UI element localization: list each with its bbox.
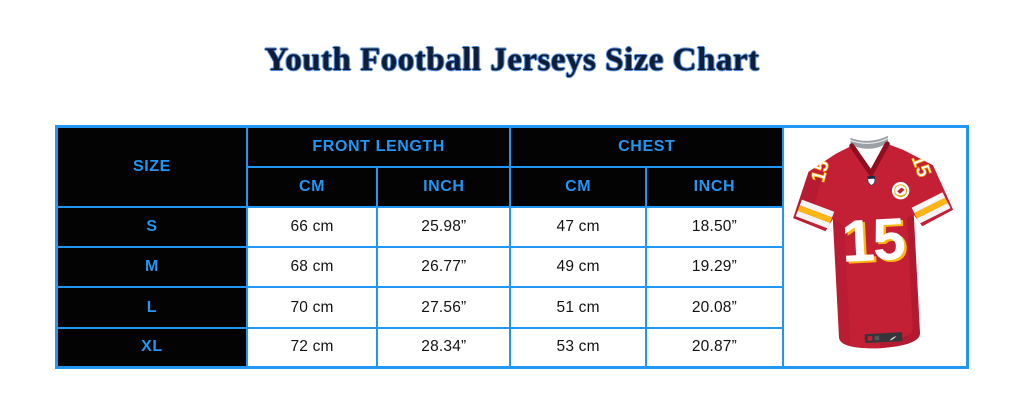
front-length-cm-value: 70 cm <box>245 286 379 329</box>
chest-number-shadow: 15 <box>842 207 908 277</box>
header-row-groups: SIZE FRONT LENGTH CHEST <box>55 125 969 369</box>
chest-cm-value: 49 cm <box>509 246 647 289</box>
chest-cm-value: 53 cm <box>509 326 647 369</box>
size-chart-table: SIZE FRONT LENGTH CHEST <box>55 125 969 370</box>
jersey-photo: 15 15 15 15 <box>785 129 965 366</box>
chest-inch-value: 20.87” <box>644 326 785 369</box>
page-title: Youth Football Jerseys Size Chart <box>264 42 760 78</box>
jocktag <box>864 332 903 344</box>
collar-back-line <box>850 138 889 145</box>
chest-inch-value: 18.50” <box>644 206 785 249</box>
size-label: L <box>55 286 248 329</box>
header-front-length: FRONT LENGTH <box>245 125 512 168</box>
front-length-inch-value: 27.56” <box>376 286 512 329</box>
nfl-shield-icon <box>867 176 876 186</box>
jersey-product-image-cell: 15 15 15 15 <box>782 125 969 369</box>
chest-cm-value: 47 cm <box>509 206 647 249</box>
front-length-inch-value: 28.34” <box>376 326 512 369</box>
body-shading-right <box>879 215 920 349</box>
table-row-size-s: S 66 cm 25.98” 47 cm 18.50” <box>55 206 968 249</box>
header-chest-inch: INCH <box>644 165 785 209</box>
header-row-units: CM INCH CM INCH <box>57 165 968 209</box>
nike-swoosh-icon <box>924 196 939 207</box>
chest-number: 15 <box>840 205 906 275</box>
header-size: SIZE <box>55 125 248 209</box>
page: Youth Football Jerseys Size Chart SIZE F… <box>0 42 1024 418</box>
header-front-cm: CM <box>245 165 379 209</box>
size-label: M <box>55 246 248 289</box>
front-length-inch-value: 25.98” <box>376 206 512 249</box>
team-logo-patch-icon <box>890 180 911 202</box>
body-shading-left <box>832 219 851 348</box>
table-row-size-l: L 70 cm 27.56” 51 cm 20.08” <box>55 286 968 329</box>
collar-back <box>850 136 889 150</box>
collar <box>849 141 890 179</box>
front-length-cm-value: 72 cm <box>245 326 379 369</box>
size-label: S <box>55 206 248 249</box>
chest-inch-value: 19.29” <box>644 246 785 289</box>
chest-cm-value: 51 cm <box>509 286 647 329</box>
table-row-size-m: M 68 cm 26.77” 49 cm 19.29” <box>55 246 968 289</box>
table-row-size-xl: XL 72 cm 28.34” 53 cm 20.87” <box>55 326 968 369</box>
header-chest: CHEST <box>509 125 785 168</box>
front-length-cm-value: 66 cm <box>245 206 379 249</box>
front-length-cm-value: 68 cm <box>245 246 379 289</box>
sleeve-stripes-left <box>795 199 835 229</box>
jersey-illustration: 15 15 15 15 <box>793 136 954 349</box>
header-chest-cm: CM <box>509 165 647 209</box>
front-length-inch-value: 26.77” <box>376 246 512 289</box>
header-front-inch: INCH <box>376 165 512 209</box>
size-label: XL <box>55 326 248 369</box>
chest-inch-value: 20.08” <box>644 286 785 329</box>
